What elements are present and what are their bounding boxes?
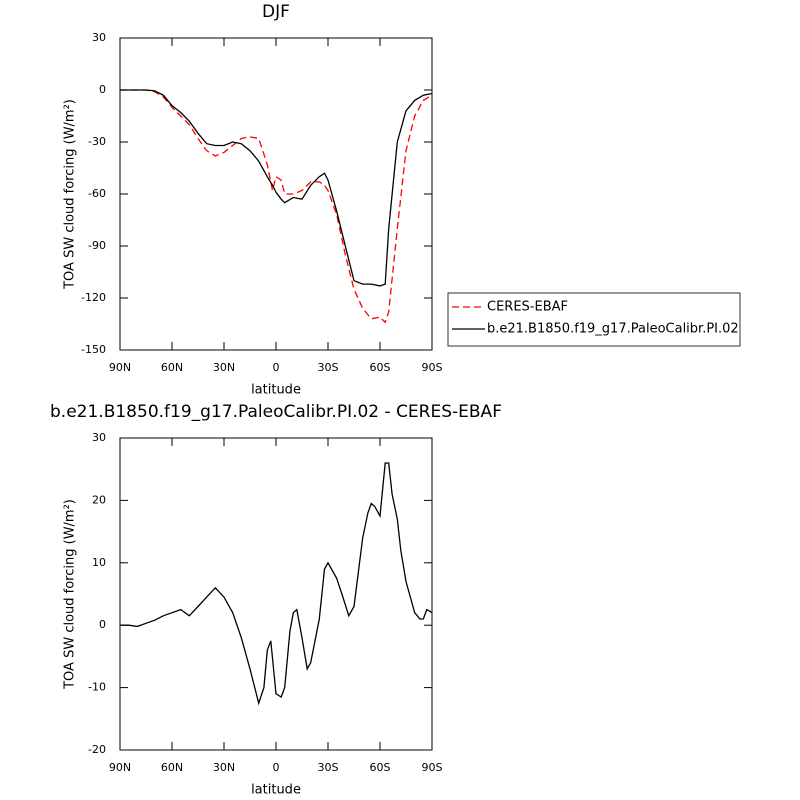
legend-label: b.e21.B1850.f19_g17.PaleoCalibr.PI.02 [487, 322, 739, 337]
y-tick-label: 0 [99, 83, 106, 96]
plot-frame [119, 37, 433, 351]
x-tick-label: 90S [422, 761, 443, 774]
y-axis-label: TOA SW cloud forcing (W/m²) [63, 499, 78, 690]
x-axis-label: latitude [251, 783, 301, 798]
y-tick-label: 10 [92, 556, 106, 569]
x-tick-label: 30S [318, 761, 339, 774]
chart-title: DJF [262, 2, 290, 22]
y-tick-label: 0 [99, 618, 106, 631]
y-tick-label: 20 [92, 493, 106, 506]
y-tick-label: -150 [81, 343, 106, 356]
chart-title: b.e21.B1850.f19_g17.PaleoCalibr.PI.02 - … [50, 402, 502, 422]
x-tick-label: 30N [213, 361, 235, 374]
x-axis-label: latitude [251, 383, 301, 398]
y-tick-label: -60 [88, 187, 106, 200]
plot-frame [119, 437, 433, 751]
y-tick-label: 30 [92, 31, 106, 44]
x-tick-label: 60S [370, 361, 391, 374]
x-tick-label: 0 [273, 761, 280, 774]
y-axis-label: TOA SW cloud forcing (W/m²) [63, 99, 78, 290]
legend-label: CERES-EBAF [487, 300, 568, 315]
x-tick-label: 30S [318, 361, 339, 374]
y-tick-label: -20 [88, 743, 106, 756]
data-line [120, 89, 433, 287]
x-tick-label: 90N [109, 361, 131, 374]
y-tick-label: -90 [88, 239, 106, 252]
y-tick-label: -120 [81, 291, 106, 304]
x-tick-label: 90S [422, 361, 443, 374]
data-line [120, 89, 433, 324]
data-line [120, 462, 433, 706]
y-tick-label: -10 [88, 681, 106, 694]
x-tick-label: 60N [161, 761, 183, 774]
x-tick-label: 30N [213, 761, 235, 774]
legend-box [447, 292, 741, 347]
y-tick-label: -30 [88, 135, 106, 148]
y-tick-label: 30 [92, 431, 106, 444]
x-tick-label: 60N [161, 361, 183, 374]
x-tick-label: 0 [273, 361, 280, 374]
x-tick-label: 60S [370, 761, 391, 774]
x-tick-label: 90N [109, 761, 131, 774]
